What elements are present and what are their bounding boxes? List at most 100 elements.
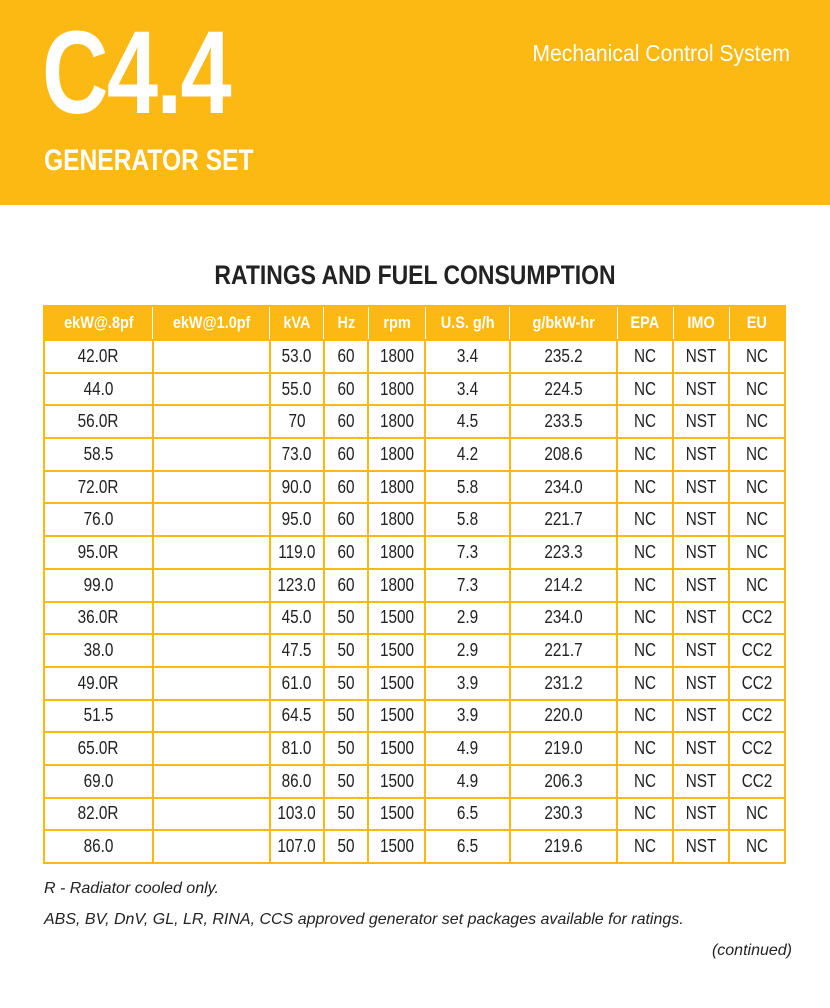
table-cell: 3.9 [424,665,511,701]
table-cell: 95.0R [43,535,154,570]
cell-value: 50 [337,803,355,824]
cell-value: 1800 [379,541,414,562]
table-cell: 36.0R [43,600,154,636]
cell-value: NC [634,770,657,791]
cell-value: NST [685,509,717,530]
cell-value: 2.9 [456,607,479,628]
table-cell: 50 [322,796,370,832]
table-cell [151,404,271,440]
table-row: 76.0 95.0 60 1800 5.8 221.7 NC NST NC [43,502,786,538]
table-cell: 3.4 [424,339,511,374]
cell-value: 99.0 [83,574,114,595]
note-radiator: R - Radiator cooled only. [44,880,219,897]
cell-value: 1800 [379,476,414,497]
table-cell: 123.0 [268,567,325,603]
cell-value: 70 [288,411,306,432]
table-cell: NC [616,502,675,538]
cell-value: 60 [337,509,355,530]
cell-value: 1500 [379,607,414,628]
column-header-text: g/bkW-hr [532,313,595,332]
column-header: ekW@1.0pf [152,305,271,341]
cell-value: NC [745,574,769,595]
cell-value: 50 [337,607,355,628]
cell-value: NC [634,541,657,562]
cell-value: NC [634,640,657,661]
cell-value: 3.4 [456,345,479,366]
table-cell: 60 [322,502,370,538]
table-row: 95.0R 119.0 60 1800 7.3 223.3 NC NST NC [43,535,786,570]
table-cell: 50 [322,600,370,636]
table-cell: 1800 [367,567,427,603]
cell-value: 82.0R [77,803,119,824]
cell-value: 56.0R [77,411,119,432]
table-cell: 86.0 [43,829,154,864]
cell-value: 61.0 [281,672,312,693]
table-cell: NC [616,829,675,864]
table-cell: 70 [268,404,325,440]
table-cell: 49.0R [43,665,154,701]
cell-value: 4.5 [456,411,479,432]
cell-value: 53.0 [281,345,312,366]
table-cell: 1500 [367,698,427,734]
table-cell: 86.0 [268,763,325,799]
cell-value: 1500 [379,640,414,661]
cell-value: NC [634,738,657,759]
table-cell: 220.0 [508,698,619,734]
table-cell: 38.0 [43,633,154,668]
table-cell [151,567,271,603]
cell-value: NC [745,509,769,530]
table-cell: NC [616,469,675,505]
table-cell: 107.0 [268,829,325,864]
table-cell: 231.2 [508,665,619,701]
cell-value: 103.0 [277,803,316,824]
table-cell: 65.0R [43,731,154,766]
table-cell: 223.3 [508,535,619,570]
table-cell [151,600,271,636]
column-header: Hz [323,305,369,341]
column-header-text: EU [746,313,767,332]
cell-value: 234.0 [544,476,583,497]
table-cell: 45.0 [268,600,325,636]
cell-value: 1800 [379,411,414,432]
model-name: C4.4 [42,7,232,139]
cell-value: 1500 [379,738,414,759]
cell-value: NC [634,803,657,824]
column-header-text: ekW@1.0pf [172,313,250,332]
cell-value: 47.5 [281,640,312,661]
cell-value: NST [685,770,717,791]
table-cell: 90.0 [268,469,325,505]
cell-value: CC2 [741,770,773,791]
cell-value: 224.5 [544,378,583,399]
cell-value: 60 [337,378,355,399]
section-title-text: RATINGS AND FUEL CONSUMPTION [214,260,616,290]
table-cell: 55.0 [268,371,325,407]
cell-value: 45.0 [281,607,312,628]
cell-value: 1800 [379,443,414,464]
cell-value: NC [745,803,769,824]
table-row: 42.0R 53.0 60 1800 3.4 235.2 NC NST NC [43,339,786,374]
cell-value: 49.0R [77,672,119,693]
table-header-row: ekW@.8pf ekW@1.0pf kVA Hz rpm U.S. g/h g/bkW-h… [43,305,786,341]
table-cell: 50 [322,763,370,799]
table-cell: CC2 [728,731,786,766]
table-cell: NC [728,796,786,832]
table-cell [151,665,271,701]
table-cell: NC [616,371,675,407]
column-header: IMO [672,305,730,341]
column-header-text: kVA [283,313,311,332]
table-cell: 50 [322,698,370,734]
cell-value: 4.9 [456,770,479,791]
table-cell [151,371,271,407]
table-cell: NST [672,829,731,864]
cell-value: NST [685,476,717,497]
table-cell: 1500 [367,796,427,832]
table-cell: 60 [322,567,370,603]
table-cell: 4.9 [424,731,511,766]
cell-value: 7.3 [456,574,479,595]
cell-value: CC2 [741,705,773,726]
table-cell: 214.2 [508,567,619,603]
cell-value: 6.5 [456,803,479,824]
cell-value: 219.0 [544,738,583,759]
cell-value: 1800 [379,574,414,595]
cell-value: 36.0R [77,607,119,628]
